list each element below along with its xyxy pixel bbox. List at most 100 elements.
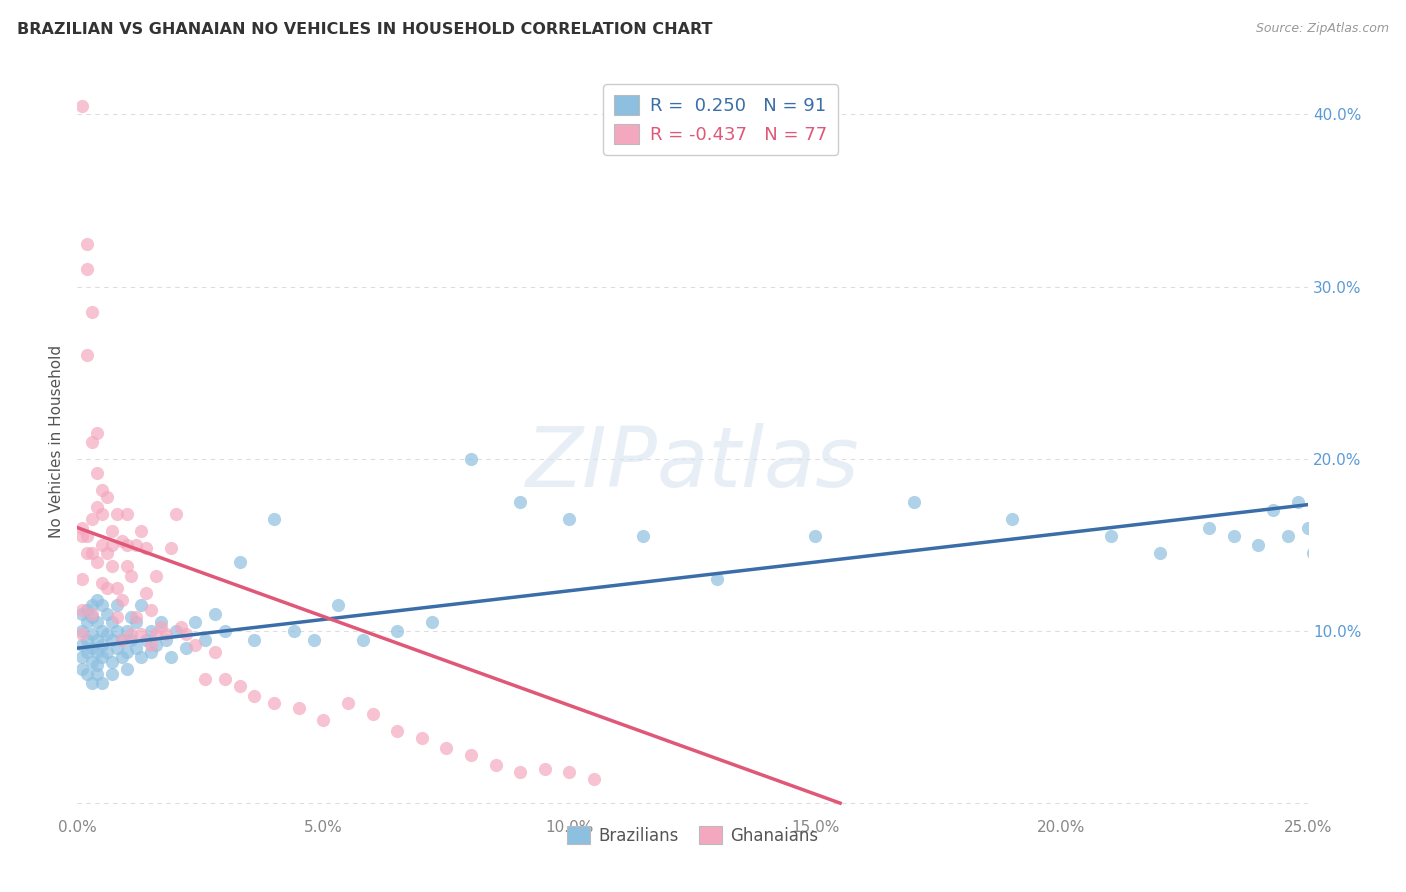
Point (105, 610, 128, 624)
Point (1277, 529, 1299, 543)
Point (129, 627, 153, 641)
Point (1312, 512, 1334, 526)
Point (101, 538, 124, 552)
Point (145, 638, 167, 652)
Point (302, 632, 325, 647)
Point (86, 644, 108, 658)
Point (90, 638, 114, 652)
Point (361, 706, 384, 721)
Point (70, 529, 93, 543)
Point (150, 620, 173, 634)
Point (82, 305, 104, 319)
Point (96, 490, 118, 504)
Point (204, 607, 226, 621)
Point (76, 236, 98, 251)
Point (70, 649, 93, 664)
Point (326, 598, 350, 612)
Point (485, 758, 508, 772)
Point (1198, 521, 1220, 535)
Point (90, 538, 114, 552)
Point (804, 529, 827, 543)
Point (706, 572, 728, 586)
Point (204, 644, 226, 658)
Point (1336, 495, 1358, 509)
Point (70, 638, 93, 652)
Point (111, 649, 132, 664)
Point (70, 624, 93, 638)
Point (96, 546, 118, 560)
Point (115, 644, 138, 658)
Point (111, 534, 132, 549)
Point (263, 512, 285, 526)
Point (70, 662, 93, 676)
Point (170, 620, 193, 634)
Point (155, 632, 177, 647)
Point (82, 641, 104, 656)
Point (115, 662, 138, 676)
Point (101, 524, 124, 538)
Point (509, 765, 531, 780)
Point (174, 627, 197, 641)
Y-axis label: No Vehicles in Household: No Vehicles in Household (49, 345, 65, 538)
Point (101, 615, 124, 630)
Point (105, 507, 128, 521)
Point (1302, 546, 1324, 560)
Point (228, 555, 252, 569)
Point (1223, 529, 1246, 543)
Point (101, 667, 124, 681)
Point (82, 512, 104, 526)
Point (1001, 512, 1024, 526)
Point (105, 581, 128, 595)
Point (86, 632, 108, 647)
Point (70, 603, 93, 617)
Point (111, 632, 132, 647)
Point (96, 627, 118, 641)
Point (121, 627, 143, 641)
Point (129, 598, 153, 612)
Point (76, 632, 98, 647)
Point (121, 610, 143, 624)
Point (509, 495, 531, 509)
Point (155, 627, 177, 641)
Point (184, 615, 207, 630)
Point (141, 644, 163, 658)
Point (70, 607, 93, 621)
Point (1149, 546, 1171, 560)
Point (125, 610, 148, 624)
Point (243, 632, 266, 647)
Point (460, 451, 482, 466)
Point (135, 586, 157, 600)
Point (312, 714, 335, 728)
Point (86, 593, 108, 607)
Point (129, 524, 153, 538)
Point (76, 644, 98, 658)
Point (82, 434, 104, 449)
Point (76, 615, 98, 630)
Point (135, 632, 157, 647)
Point (145, 569, 167, 583)
Point (1099, 529, 1122, 543)
Point (1247, 538, 1270, 552)
Point (82, 627, 104, 641)
Point (86, 555, 108, 569)
Point (1263, 503, 1285, 517)
Point (101, 632, 124, 647)
Point (135, 541, 157, 556)
Point (82, 675, 104, 690)
Point (96, 607, 118, 621)
Point (90, 675, 114, 690)
Point (90, 624, 114, 638)
Point (111, 593, 132, 607)
Point (420, 615, 443, 630)
Point (160, 649, 183, 664)
Point (76, 348, 98, 362)
Point (101, 655, 124, 669)
Point (184, 638, 207, 652)
Point (111, 632, 132, 647)
Point (288, 701, 311, 715)
Point (115, 538, 138, 552)
Point (263, 696, 285, 710)
Text: ZIPatlas: ZIPatlas (526, 423, 859, 504)
Point (141, 638, 163, 652)
Text: Source: ZipAtlas.com: Source: ZipAtlas.com (1256, 22, 1389, 36)
